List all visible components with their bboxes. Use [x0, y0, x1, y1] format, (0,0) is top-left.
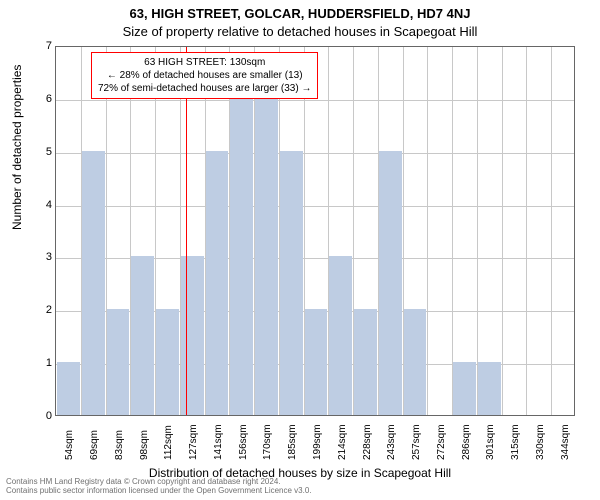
plot-area: [55, 46, 575, 416]
grid-line-v: [452, 47, 453, 415]
x-tick-label: 98sqm: [139, 430, 150, 460]
histogram-bar: [255, 98, 278, 415]
histogram-bar: [354, 309, 377, 415]
footer-line-2: Contains public sector information licen…: [6, 486, 312, 496]
highlight-marker-line: [186, 47, 187, 415]
x-tick-label: 272sqm: [436, 424, 447, 460]
info-line-2: ← 28% of detached houses are smaller (13…: [98, 69, 311, 82]
grid-line-v: [427, 47, 428, 415]
grid-line-v: [477, 47, 478, 415]
y-tick-label: 5: [46, 146, 52, 158]
x-tick-label: 127sqm: [188, 424, 199, 460]
x-tick-label: 214sqm: [337, 424, 348, 460]
grid-line-h: [56, 100, 574, 101]
y-axis-label: Number of detached properties: [10, 65, 24, 230]
grid-line-v: [526, 47, 527, 415]
histogram-bar: [329, 256, 352, 415]
x-tick-label: 199sqm: [312, 424, 323, 460]
x-tick-label: 315sqm: [510, 424, 521, 460]
histogram-bar: [82, 151, 105, 415]
histogram-bar: [156, 309, 179, 415]
grid-line-h: [56, 206, 574, 207]
x-tick-label: 228sqm: [362, 424, 373, 460]
info-line-1: 63 HIGH STREET: 130sqm: [98, 56, 311, 69]
x-tick-label: 54sqm: [64, 430, 75, 460]
x-tick-label: 69sqm: [89, 430, 100, 460]
x-tick-label: 330sqm: [535, 424, 546, 460]
x-tick-label: 243sqm: [386, 424, 397, 460]
y-tick-label: 1: [46, 357, 52, 369]
y-tick-label: 3: [46, 251, 52, 263]
histogram-bar: [404, 309, 427, 415]
chart-subtitle: Size of property relative to detached ho…: [0, 24, 600, 39]
x-tick-label: 185sqm: [287, 424, 298, 460]
histogram-bar: [107, 309, 130, 415]
x-tick-label: 156sqm: [238, 424, 249, 460]
footer-attribution: Contains HM Land Registry data © Crown c…: [6, 477, 312, 496]
x-tick-label: 112sqm: [163, 425, 174, 460]
histogram-bar: [206, 151, 229, 415]
histogram-bar: [57, 362, 80, 415]
grid-line-h: [56, 153, 574, 154]
x-tick-label: 83sqm: [114, 430, 125, 460]
x-tick-label: 257sqm: [411, 424, 422, 460]
y-tick-label: 4: [46, 199, 52, 211]
x-tick-label: 170sqm: [262, 424, 273, 460]
histogram-bar: [230, 98, 253, 415]
histogram-bar: [379, 151, 402, 415]
histogram-bar: [453, 362, 476, 415]
histogram-bar: [131, 256, 154, 415]
y-tick-label: 0: [46, 410, 52, 422]
y-tick-label: 7: [46, 40, 52, 52]
info-line-3: 72% of semi-detached houses are larger (…: [98, 82, 311, 95]
info-callout-box: 63 HIGH STREET: 130sqm← 28% of detached …: [91, 52, 318, 99]
x-tick-label: 286sqm: [461, 424, 472, 460]
footer-line-1: Contains HM Land Registry data © Crown c…: [6, 477, 312, 487]
x-tick-label: 301sqm: [485, 424, 496, 460]
y-tick-label: 6: [46, 93, 52, 105]
chart-title: 63, HIGH STREET, GOLCAR, HUDDERSFIELD, H…: [0, 6, 600, 21]
x-tick-label: 344sqm: [560, 424, 571, 460]
histogram-bar: [478, 362, 501, 415]
histogram-bar: [305, 309, 328, 415]
y-tick-label: 2: [46, 304, 52, 316]
histogram-bar: [280, 151, 303, 415]
grid-line-v: [551, 47, 552, 415]
histogram-bar: [181, 256, 204, 415]
grid-line-v: [502, 47, 503, 415]
x-tick-label: 141sqm: [213, 424, 224, 460]
